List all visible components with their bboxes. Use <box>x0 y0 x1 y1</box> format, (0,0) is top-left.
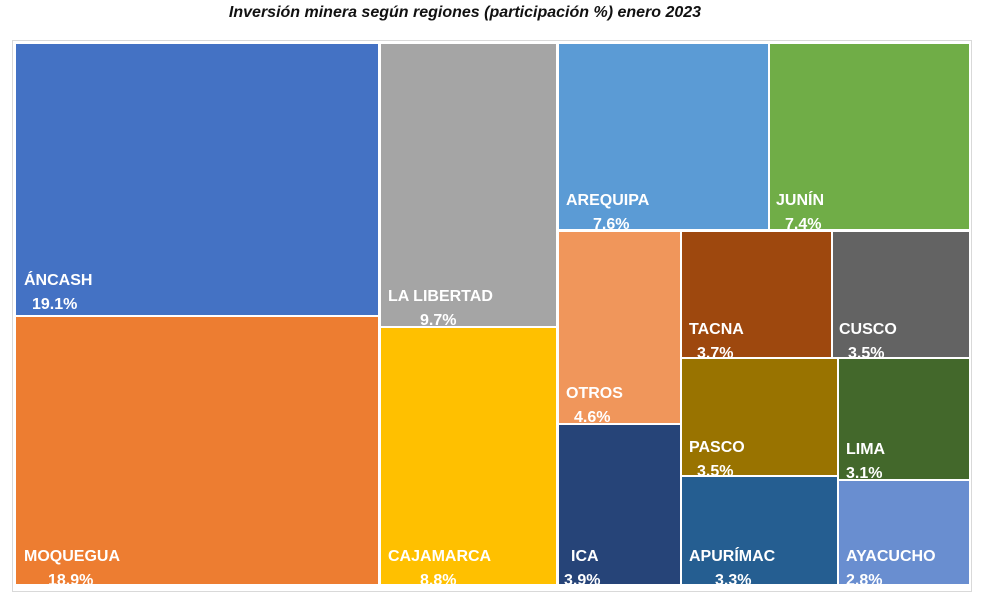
treemap-rect-ancash <box>14 42 380 317</box>
treemap-tile-moquegua: MOQUEGUA 18.9% <box>14 315 380 589</box>
treemap-rect-apurimac <box>680 475 839 586</box>
treemap-rect-la-libertad <box>379 42 558 328</box>
tile-label-cusco: CUSCO <box>839 321 897 338</box>
treemap-rect-tacna <box>680 230 833 359</box>
tile-label-ancash: ÁNCASH <box>24 270 92 289</box>
tile-label-otros: OTROS <box>566 385 623 402</box>
tile-label-arequipa: AREQUIPA <box>566 192 650 209</box>
tile-value-lima: 3.1% <box>846 465 882 482</box>
treemap-tile-arequipa: AREQUIPA 7.6% <box>557 42 770 233</box>
treemap-rect-junin <box>768 42 971 231</box>
tile-value-la-libertad: 9.7% <box>420 312 456 329</box>
tile-label-cajamarca: CAJAMARCA <box>388 548 492 565</box>
treemap-tile-cajamarca: CAJAMARCA 8.8% <box>379 326 558 589</box>
chart-frame <box>12 40 972 592</box>
treemap-rect-cusco <box>831 230 971 359</box>
chart-title: Inversión minera según regiones (partici… <box>228 4 702 21</box>
tile-value-ayacucho: 2.8% <box>846 572 882 589</box>
tile-value-otros: 4.6% <box>574 409 610 426</box>
treemap-tile-ancash: ÁNCASH 19.1% <box>14 42 380 317</box>
tile-label-lima: LIMA <box>846 441 886 458</box>
tile-value-arequipa: 7.6% <box>593 216 629 233</box>
treemap-tile-otros: OTROS 4.6% <box>557 230 682 426</box>
tile-value-ica: 3.9% <box>564 572 600 589</box>
treemap-tile-ayacucho: AYACUCHO 2.8% <box>837 479 971 589</box>
tile-label-ayacucho: AYACUCHO <box>846 548 936 565</box>
treemap-tile-lima: LIMA 3.1% <box>837 357 971 482</box>
tile-value-junin: 7.4% <box>785 216 821 233</box>
treemap-rect-ayacucho <box>837 479 971 586</box>
tile-label-apurimac: APURÍMAC <box>689 546 776 565</box>
treemap-rect-lima <box>837 357 971 481</box>
treemap-rect-pasco <box>680 357 839 477</box>
tile-label-tacna: TACNA <box>689 321 744 338</box>
tile-label-la-libertad: LA LIBERTAD <box>388 288 493 305</box>
tile-label-pasco: PASCO <box>689 439 745 456</box>
tile-label-moquegua: MOQUEGUA <box>24 548 120 565</box>
treemap-rect-moquegua <box>14 315 380 586</box>
tile-label-junin: JUNÍN <box>776 190 824 209</box>
tile-value-apurimac: 3.3% <box>715 572 751 589</box>
tile-value-ancash: 19.1% <box>32 296 77 313</box>
treemap-tile-ica: ICA 3.9% <box>557 423 682 589</box>
treemap-tile-junin: JUNÍN 7.4% <box>768 42 971 233</box>
tile-value-cajamarca: 8.8% <box>420 572 456 589</box>
treemap-rect-cajamarca <box>379 326 558 586</box>
tile-label-ica: ICA <box>571 548 599 565</box>
tile-value-moquegua: 18.9% <box>48 572 93 589</box>
treemap-tile-la-libertad: LA LIBERTAD 9.7% <box>379 42 558 329</box>
treemap-tile-apurimac: APURÍMAC 3.3% <box>680 475 839 589</box>
